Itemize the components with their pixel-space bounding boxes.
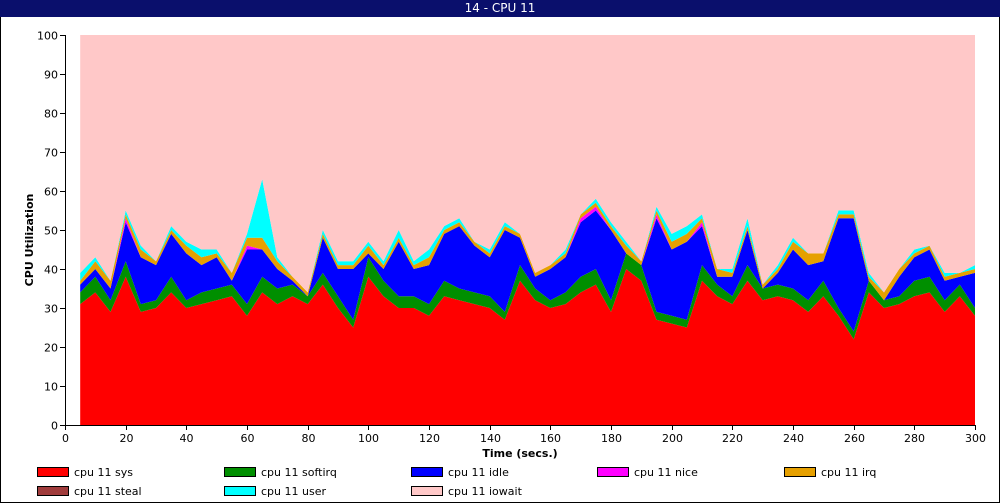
legend-label: cpu 11 iowait [448,485,522,498]
legend-label: cpu 11 sys [74,466,133,479]
area-cpu-11-user [80,179,975,293]
x-tick-label: 160 [540,432,561,445]
legend-swatch [411,486,443,496]
x-tick-label: 260 [844,432,865,445]
x-tick-label: 280 [904,432,925,445]
x-tick-label: 20 [120,432,134,445]
y-tick-label: 0 [51,420,58,433]
legend-label: cpu 11 user [261,485,326,498]
y-tick-label: 40 [44,264,58,277]
x-tick-label: 100 [358,432,379,445]
y-axis-label: CPU Utilization [23,194,36,287]
legend-item: cpu 11 nice [597,466,698,480]
x-tick-label: 180 [601,432,622,445]
x-tick-label: 60 [241,432,255,445]
legend-label: cpu 11 softirq [261,466,337,479]
legend-swatch [37,486,69,496]
legend-swatch [224,467,256,477]
legend-item: cpu 11 iowait [411,485,522,499]
x-tick-label: 120 [419,432,440,445]
legend-item: cpu 11 user [224,485,326,499]
y-tick-label: 100 [37,30,58,43]
legend-item: cpu 11 irq [784,466,876,480]
legend-swatch [784,467,816,477]
x-tick-label: 300 [965,432,986,445]
x-tick-label: 140 [480,432,501,445]
y-tick-label: 60 [44,186,58,199]
legend-item: cpu 11 softirq [224,466,337,480]
legend-swatch [411,467,443,477]
x-tick-label: 200 [662,432,683,445]
x-tick-label: 220 [722,432,743,445]
legend-item: cpu 11 sys [37,466,133,480]
legend-item: cpu 11 idle [411,466,509,480]
y-tick-label: 70 [44,147,58,160]
y-tick-label: 80 [44,108,58,121]
area-cpu-11-iowait [80,35,975,293]
area-cpu-11-idle [80,210,975,332]
x-tick-label: 80 [302,432,316,445]
window-title: 14 - CPU 11 [0,0,1000,17]
legend-label: cpu 11 idle [448,466,509,479]
area-cpu-11-irq [80,202,975,301]
legend-swatch [597,467,629,477]
y-tick-label: 30 [44,303,58,316]
legend-label: cpu 11 steal [74,485,142,498]
y-tick-label: 50 [44,225,58,238]
legend-label: cpu 11 nice [634,466,698,479]
legend-swatch [37,467,69,477]
area-cpu-11-softirq [80,253,975,340]
y-tick-label: 90 [44,69,58,82]
area-cpu-11-sys [80,269,975,425]
x-tick-label: 40 [180,432,194,445]
x-tick-label: 0 [62,432,69,445]
legend-label: cpu 11 irq [821,466,877,479]
stacked-areas [80,35,975,425]
y-tick-label: 10 [44,381,58,394]
legend-swatch [224,486,256,496]
x-axis-label: Time (secs.) [482,447,557,460]
x-tick-label: 240 [783,432,804,445]
y-tick-label: 20 [44,342,58,355]
legend-item: cpu 11 steal [37,485,142,499]
chart-axes: 0 10 20 30 40 50 60 70 80 90 100 0 20 40 60 80 100 120 140… [37,30,986,446]
